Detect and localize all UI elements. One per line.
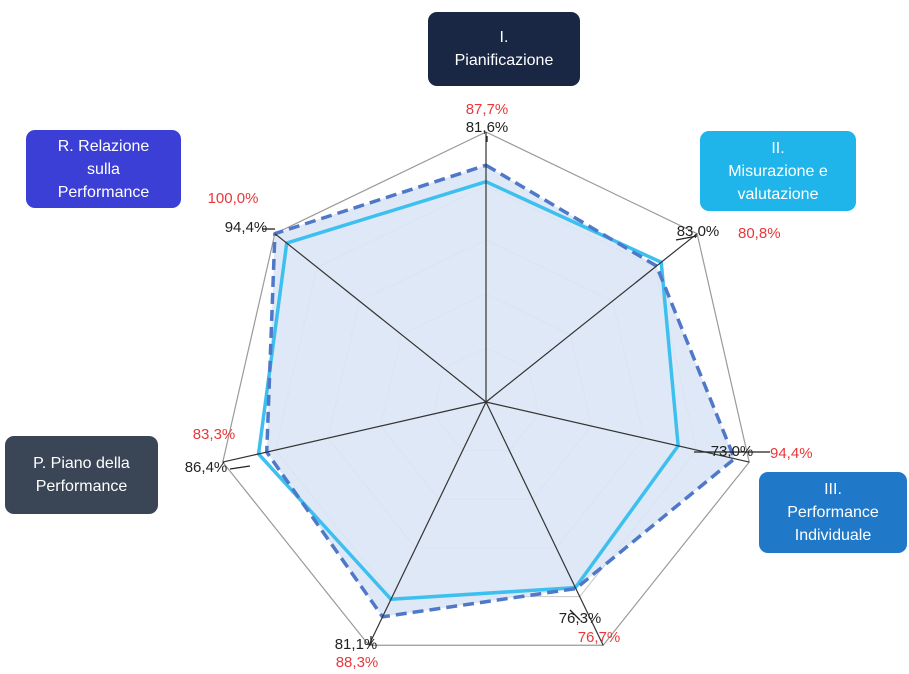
series-2-label: 80,8% xyxy=(738,225,781,242)
callout-line: Performance xyxy=(57,183,150,201)
radar-spokes xyxy=(222,132,750,646)
grid-outer-ring xyxy=(222,131,750,646)
label-leader xyxy=(675,235,698,241)
callout-pianificazione: I. Pianificazione xyxy=(428,12,580,86)
series-2-label: 100,0% xyxy=(208,190,259,207)
callout-relazione-performance: R. Relazione sulla Performance xyxy=(26,130,181,208)
callout-line: I. xyxy=(499,29,509,46)
series-1-line xyxy=(256,179,680,602)
callout-line: valutazione xyxy=(737,185,819,203)
callout-misurazione: II. Misurazione e valutazione xyxy=(700,131,856,211)
series-2-label: 88,3% xyxy=(336,654,379,671)
callout-performance-individuale: III. Performance Individuale xyxy=(759,472,907,553)
series-1-label: 81,6% xyxy=(466,119,509,136)
series-1-label: 73,0% xyxy=(711,443,754,460)
data-labels: 81,6%87,7% 83,0% 80,8% 73,0% 94,4% 76,3% 76,7%… xyxy=(185,101,813,671)
callout-line: Pianificazione xyxy=(454,52,554,69)
callout-line: sulla xyxy=(87,160,120,178)
callout-line: Individuale xyxy=(794,527,872,544)
callout-piano-performance: P. Piano della Performance xyxy=(5,436,158,514)
spoke-axis xyxy=(485,401,604,646)
callout-line: R. Relazione xyxy=(57,137,150,155)
callout-line: Misurazione e xyxy=(728,162,828,180)
series-2-label: 94,4% xyxy=(770,445,813,462)
series-1-label: 86,4% xyxy=(185,459,228,476)
series-2-label: 76,7% xyxy=(578,629,621,646)
callout-line: Performance xyxy=(787,504,879,521)
series-1-label: 76,3% xyxy=(559,610,602,627)
radar-series xyxy=(256,163,737,619)
label-leader xyxy=(569,609,581,621)
series-1-label: 94,4% xyxy=(225,219,268,236)
callout-line: III. xyxy=(824,481,842,498)
spoke-axis xyxy=(274,233,487,403)
callout-line: P. Piano della xyxy=(33,455,130,472)
series-2-label: 87,7% xyxy=(466,101,509,118)
spoke-axis xyxy=(368,401,487,646)
spoke-axis xyxy=(485,233,698,403)
callout-line: Performance xyxy=(35,478,128,495)
series-1-label: 83,0% xyxy=(677,223,720,240)
callout-line: II. xyxy=(771,139,785,157)
label-leader xyxy=(229,465,251,470)
spoke-axis xyxy=(222,401,487,463)
series-1-label: 81,1% xyxy=(335,636,378,653)
series-2-label: 83,3% xyxy=(193,426,236,443)
